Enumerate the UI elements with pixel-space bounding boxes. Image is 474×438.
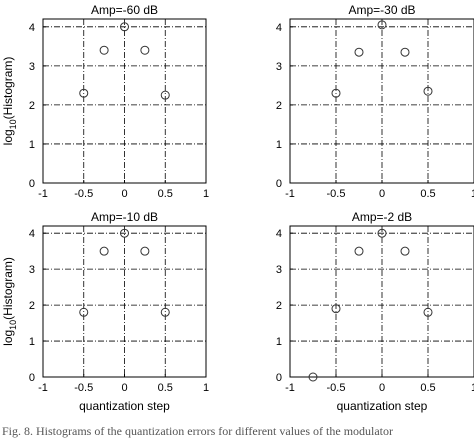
data-point (308, 372, 318, 382)
x-axis-label: quantization step (337, 399, 428, 413)
x-tick-label: 1 (471, 188, 474, 200)
x-axis-label: quantization step (79, 399, 170, 413)
panel-2: -1 -0.5 0 0.5 1 0 1 2 3 4 Amp=-30 dB (276, 3, 474, 200)
data-point (99, 45, 109, 55)
data-point (331, 88, 341, 98)
data-point (79, 88, 89, 98)
y-axis-label-part: log (1, 330, 15, 346)
x-tick-label: 0 (121, 382, 127, 394)
y-tick-label: 1 (29, 139, 35, 151)
y-tick-label: 3 (29, 264, 35, 276)
y-tick-label: 3 (29, 61, 35, 73)
data-point (120, 228, 129, 238)
y-tick-label: 1 (276, 139, 282, 151)
x-tick-label: 0 (121, 188, 127, 200)
data-point (79, 307, 89, 317)
x-tick-label: -1 (285, 382, 295, 394)
y-tick-label: 0 (276, 372, 282, 384)
figure-caption: Fig. 8. Histograms of the quantization e… (2, 424, 394, 438)
x-tick-label: 0.5 (158, 188, 173, 200)
y-tick-label: 3 (276, 61, 282, 73)
y-tick-label: 2 (29, 300, 35, 312)
y-tick-label: 2 (276, 300, 282, 312)
y-tick-label: 3 (276, 264, 282, 276)
y-tick-label: 2 (29, 100, 35, 112)
y-axis-label-part: log (1, 129, 15, 145)
data-point (140, 45, 150, 55)
x-tick-label: 1 (203, 382, 209, 394)
data-point (120, 22, 129, 32)
x-tick-label: -1 (38, 382, 48, 394)
y-tick-label: 4 (276, 228, 282, 240)
y-tick-label: 1 (29, 336, 35, 348)
panel-title: Amp=-30 dB (348, 3, 415, 17)
data-point (377, 228, 387, 238)
x-tick-label: 0.5 (420, 382, 435, 394)
data-point (423, 307, 433, 317)
y-tick-label: 0 (276, 178, 282, 190)
x-tick-label: 1 (471, 382, 474, 394)
panel-title: Amp=-2 dB (352, 210, 412, 224)
y-tick-label: 4 (29, 228, 35, 240)
x-tick-label: 0.5 (420, 188, 435, 200)
data-point (400, 246, 410, 256)
panel-4: -1 -0.5 0 0.5 1 0 1 2 3 4 Amp=-2 dB quantization st… (276, 210, 474, 413)
y-tick-label: 0 (29, 372, 35, 384)
y-axis-label-subscript: 10 (8, 320, 18, 330)
y-tick-label: 4 (276, 22, 282, 34)
x-tick-label: -0.5 (327, 188, 346, 200)
data-point (354, 47, 364, 57)
data-point (160, 90, 170, 100)
x-tick-label: 0.5 (158, 382, 173, 394)
panel-title: Amp=-60 dB (91, 3, 158, 17)
x-tick-label: -0.5 (74, 382, 93, 394)
x-tick-label: -1 (38, 188, 48, 200)
x-tick-label: -1 (285, 188, 295, 200)
x-tick-label: 1 (203, 188, 209, 200)
x-tick-label: -0.5 (74, 188, 93, 200)
y-tick-label: 4 (29, 22, 35, 34)
data-point (99, 246, 109, 256)
y-axis-label: log10(Histogram) (1, 257, 18, 346)
y-axis-label-subscript: 10 (8, 119, 18, 129)
y-tick-label: 0 (29, 178, 35, 190)
y-axis-label-part: (Histogram) (1, 57, 15, 120)
data-point (423, 86, 433, 96)
panel-title: Amp=-10 dB (91, 210, 158, 224)
y-tick-label: 2 (276, 100, 282, 112)
x-tick-label: 0 (379, 382, 385, 394)
data-point (400, 47, 410, 57)
data-point (140, 246, 150, 256)
x-tick-label: 0 (379, 188, 385, 200)
data-point (331, 304, 341, 314)
y-axis-label-part: (Histogram) (1, 257, 15, 320)
data-point (354, 246, 364, 256)
x-tick-label: -0.5 (327, 382, 346, 394)
data-point (377, 20, 387, 30)
y-axis-label: log10(Histogram) (1, 57, 18, 146)
data-point (160, 307, 170, 317)
y-tick-label: 1 (276, 336, 282, 348)
